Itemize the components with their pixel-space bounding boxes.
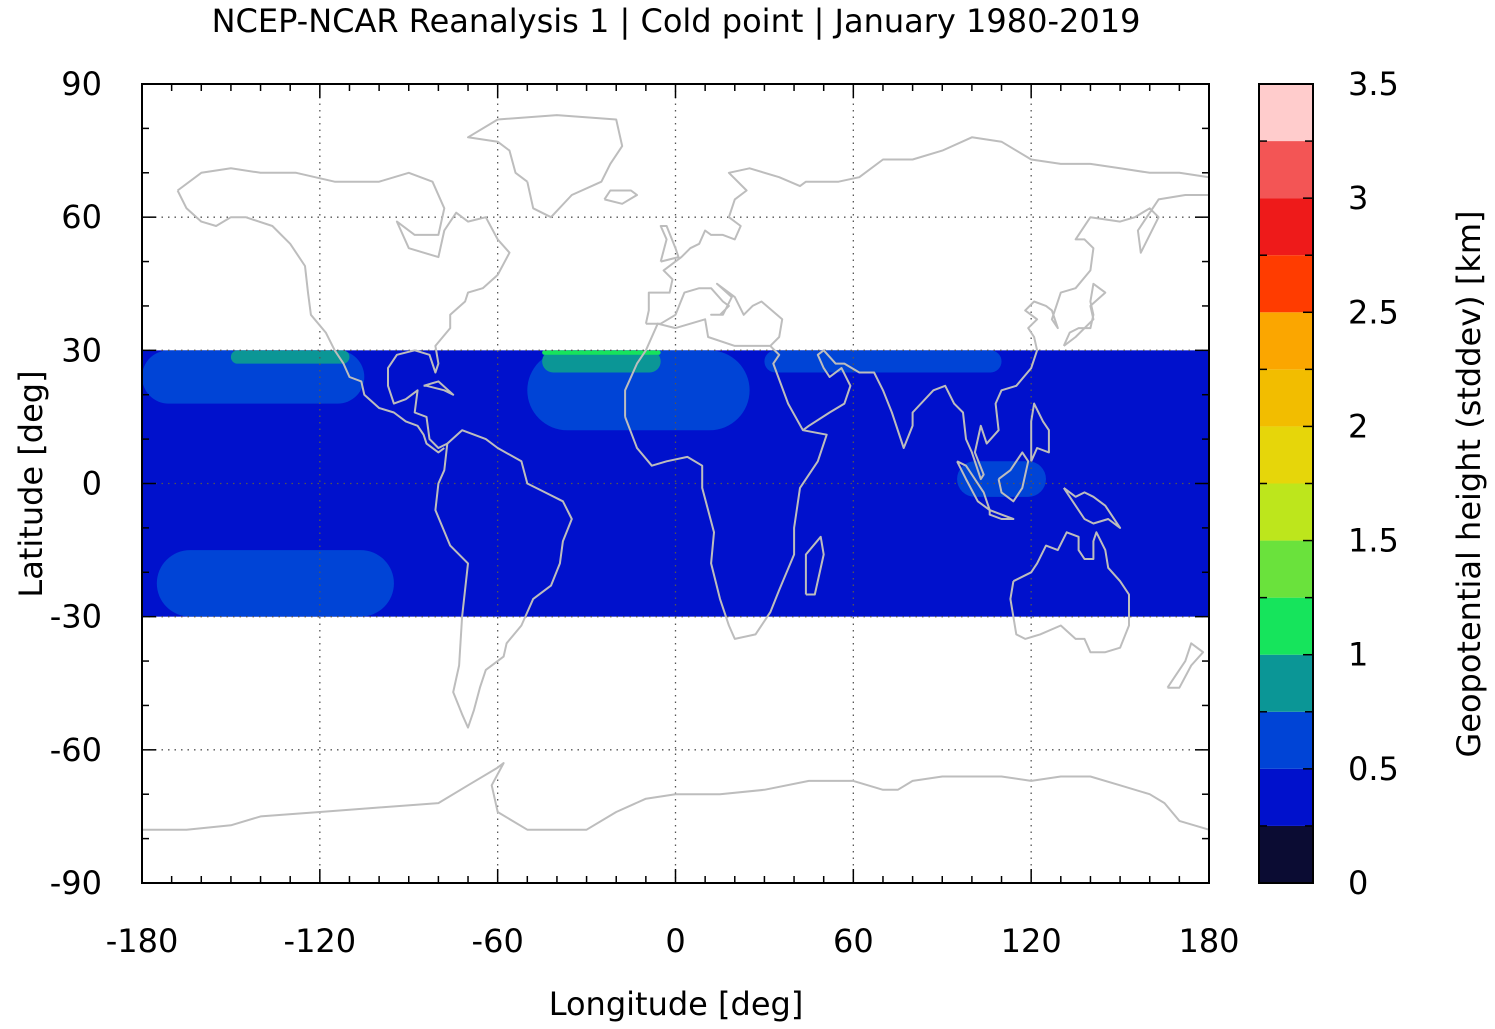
x-tick-label: 120 <box>1001 922 1062 960</box>
coastline <box>645 282 784 347</box>
coastline <box>1030 402 1050 462</box>
colorbar-segment <box>1259 825 1313 883</box>
colorbar-tick-label: 3.5 <box>1348 65 1399 103</box>
colorbar-segment <box>1259 597 1313 655</box>
coastline <box>467 114 624 219</box>
colorbar-tick-label: 0 <box>1348 864 1368 902</box>
y-tick-label: -60 <box>50 731 102 769</box>
x-tick-label: 60 <box>833 922 874 960</box>
y-tick-label: -90 <box>50 864 102 902</box>
grid-lines <box>142 84 1209 883</box>
x-tick-label: -120 <box>284 922 357 960</box>
plot-axes: -180 -120 -60 0 60 120 180 90 60 30 0 -30 -60 -90 <box>50 65 1240 960</box>
colorbar-segment <box>1259 255 1313 313</box>
chart-title: NCEP-NCAR Reanalysis 1 | Cold point | Ja… <box>212 2 1141 40</box>
y-tick-label: -30 <box>50 598 102 636</box>
coastline <box>423 380 455 396</box>
colorbar-segment <box>1259 84 1313 142</box>
coastlines <box>142 114 1210 831</box>
coastline <box>1062 487 1122 529</box>
x-axis-label: Longitude [deg] <box>549 985 804 1023</box>
colorbar-tick-label: 3 <box>1348 179 1368 217</box>
data-region <box>542 350 661 373</box>
colorbar-segment <box>1259 483 1313 541</box>
coastline <box>434 429 573 729</box>
colorbar-segment <box>1259 141 1313 199</box>
colorbar-tick-label: 0.5 <box>1348 750 1399 788</box>
colorbar-segment <box>1259 768 1313 826</box>
data-region <box>957 461 1046 497</box>
coastline <box>659 225 680 263</box>
coastline <box>177 167 511 449</box>
coastline <box>1166 642 1205 689</box>
colorbar-segment <box>1259 540 1313 598</box>
coastline <box>988 509 1015 520</box>
coastline <box>603 189 638 205</box>
coastline <box>804 535 825 596</box>
coastline <box>644 136 1210 324</box>
coastline <box>1062 282 1107 347</box>
data-region <box>764 350 1002 373</box>
x-tick-label: 180 <box>1178 922 1239 960</box>
data-region <box>156 550 394 617</box>
y-axis-label: Latitude [deg] <box>12 370 50 597</box>
colorbar-segment <box>1259 426 1313 484</box>
colorbar-segment <box>1259 711 1313 769</box>
y-tick-label: 90 <box>61 65 102 103</box>
colorbar-segment <box>1259 654 1313 712</box>
colorbar: 0 0.5 1 1.5 2 2.5 3 3.5 <box>1258 65 1399 902</box>
coastline <box>1009 531 1130 654</box>
coastline <box>997 451 1030 503</box>
data-region <box>230 350 350 364</box>
colorbar-tick-label: 2.5 <box>1348 293 1399 331</box>
y-tick-label: 60 <box>61 198 102 236</box>
colorbar-tick-label: 1 <box>1348 636 1368 674</box>
y-tick-label: 30 <box>61 331 102 369</box>
colorbar-tick-label: 1.5 <box>1348 522 1399 560</box>
colorbar-tick-label: 2 <box>1348 407 1368 445</box>
x-tick-label: -180 <box>106 922 179 960</box>
coastline <box>176 190 445 454</box>
x-tick-label: 0 <box>665 922 685 960</box>
x-tick-label: -60 <box>472 922 524 960</box>
colorbar-segment <box>1259 198 1313 256</box>
coastline <box>802 194 1209 481</box>
coastline <box>142 762 1210 831</box>
y-tick-label: 0 <box>82 465 102 503</box>
colorbar-segment <box>1259 312 1313 370</box>
data-region <box>542 350 661 355</box>
coastline <box>624 318 828 640</box>
colorbar-segment <box>1259 369 1313 427</box>
colorbar-label: Geopotential height (stddev) [km] <box>1450 210 1488 757</box>
